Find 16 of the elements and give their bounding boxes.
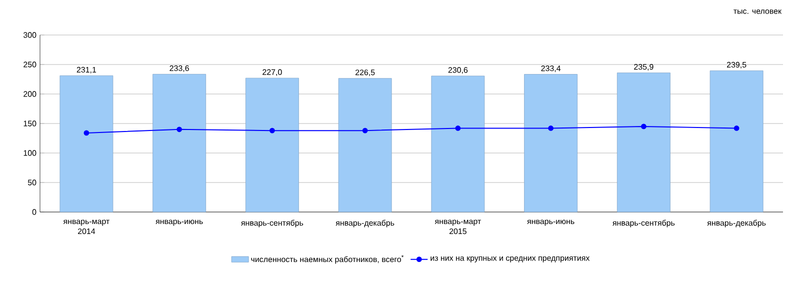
- point: [362, 128, 368, 134]
- point: [734, 126, 740, 131]
- bar: [524, 74, 578, 212]
- bar: [152, 74, 206, 212]
- point: [84, 130, 90, 136]
- bar: [431, 76, 485, 212]
- point: [270, 128, 275, 134]
- bar: [616, 72, 670, 212]
- point: [641, 124, 646, 130]
- bar: [338, 78, 392, 212]
- bar: [60, 75, 114, 212]
- bar: [710, 70, 764, 212]
- point: [455, 126, 461, 131]
- point: [176, 126, 182, 132]
- bar: [245, 78, 299, 212]
- point: [548, 126, 554, 131]
